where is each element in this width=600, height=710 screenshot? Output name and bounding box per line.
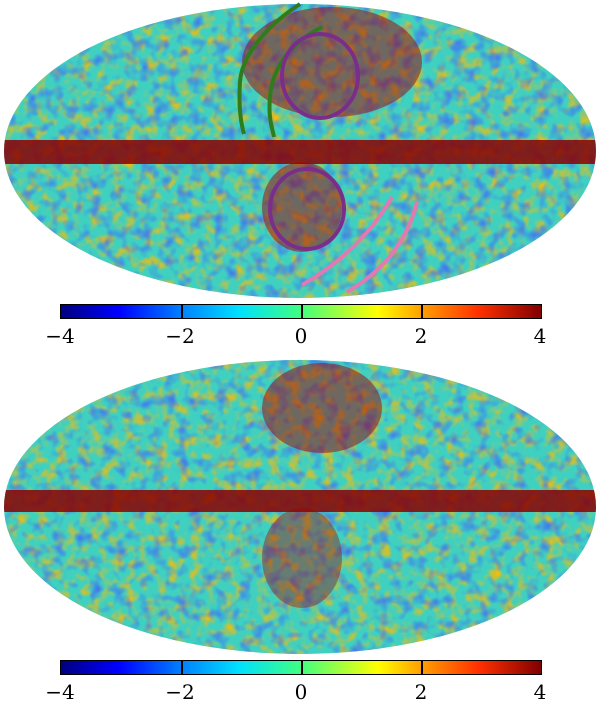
cbar-label: −4	[45, 680, 75, 704]
top-sky-map	[4, 2, 596, 298]
purple-circle-south	[268, 167, 346, 251]
tick	[421, 661, 423, 674]
cbar-label: −4	[45, 324, 75, 348]
tick	[181, 305, 183, 318]
tick	[301, 661, 303, 674]
cbar-label: −2	[165, 324, 195, 348]
bottom-colorbar	[60, 660, 542, 675]
tick	[301, 305, 303, 318]
top-colorbar	[60, 304, 542, 319]
tick	[181, 661, 183, 674]
cbar-label: 0	[294, 324, 308, 348]
purple-circle-north	[280, 32, 360, 120]
cbar-label: −2	[165, 680, 195, 704]
tick	[421, 305, 423, 318]
cbar-label: 2	[414, 680, 428, 704]
cbar-label: 4	[533, 324, 547, 348]
bottom-sky-map	[4, 360, 596, 654]
cbar-label: 0	[294, 680, 308, 704]
pink-arc-2	[346, 201, 419, 294]
green-arc-outer	[237, 2, 302, 135]
cbar-label: 4	[533, 680, 547, 704]
pink-arc-1	[301, 196, 394, 287]
cbar-label: 2	[414, 324, 428, 348]
